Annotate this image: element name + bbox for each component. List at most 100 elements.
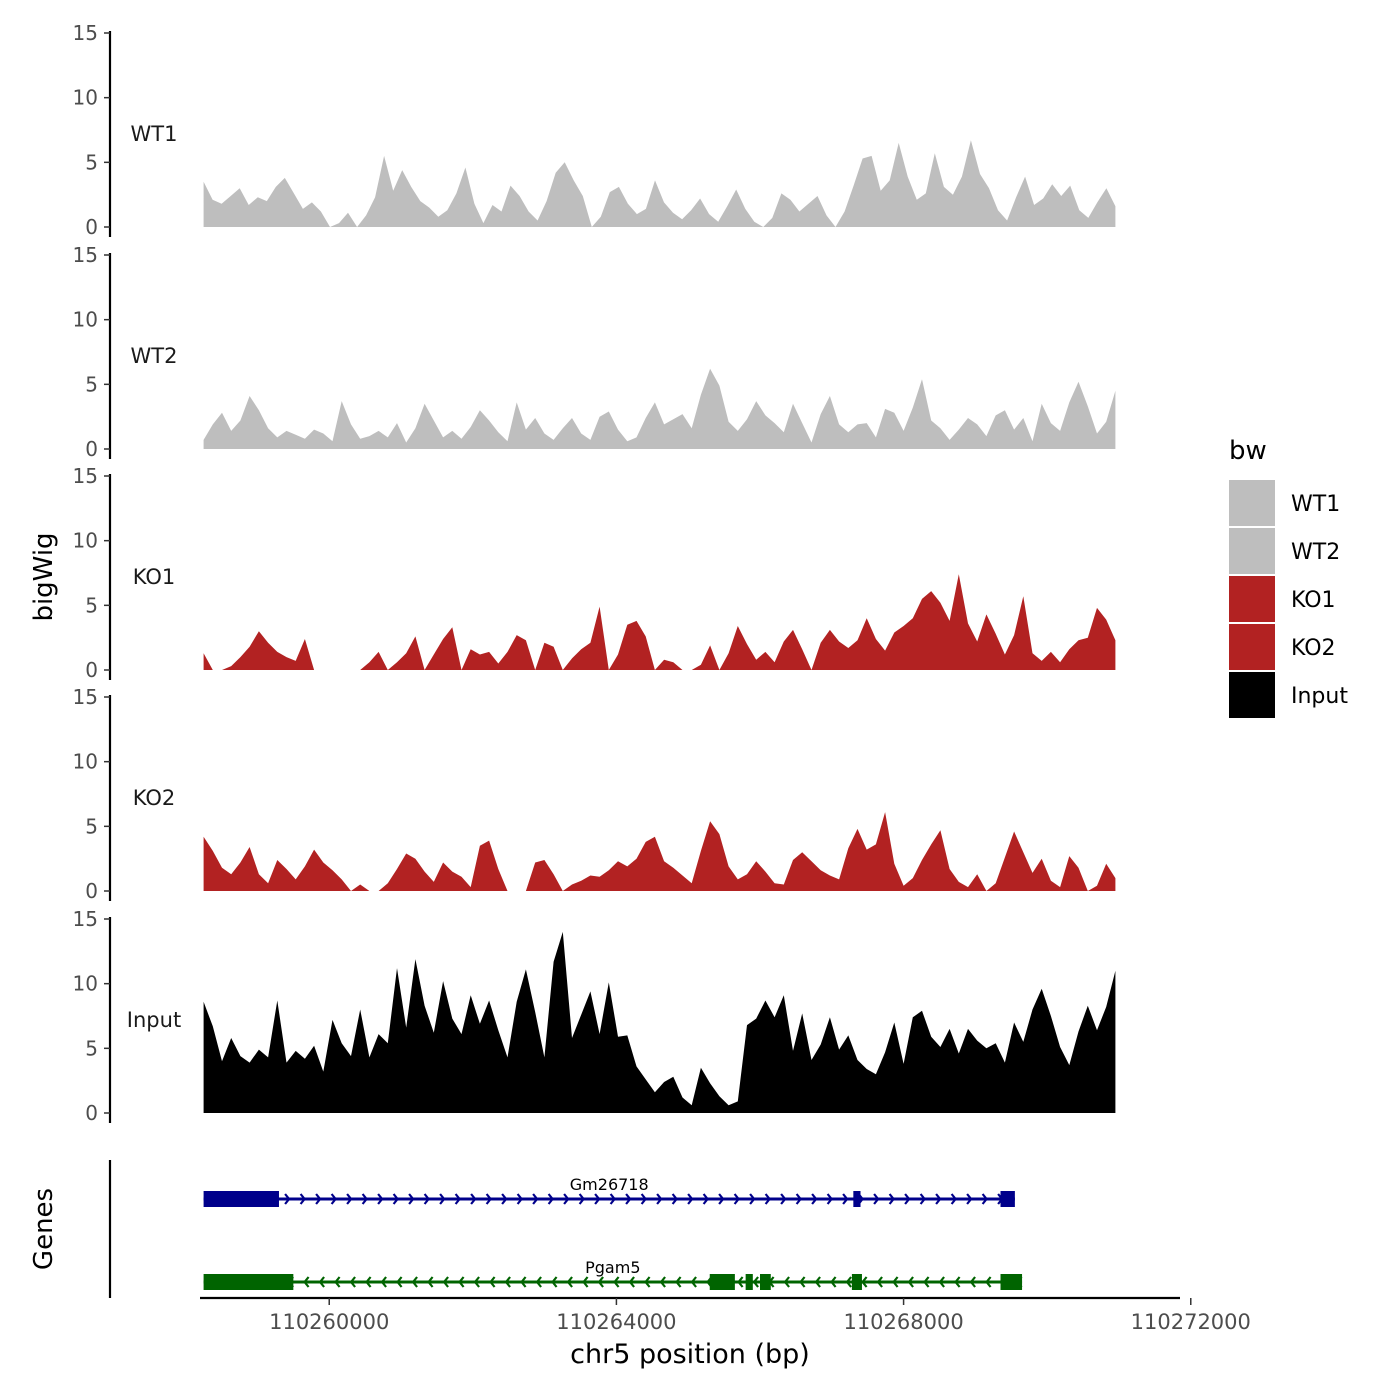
strand-arrow <box>659 1276 666 1288</box>
strand-arrow <box>892 1276 899 1288</box>
exon <box>760 1274 771 1290</box>
strand-arrow <box>718 1193 725 1205</box>
strand-arrow <box>439 1193 446 1205</box>
strand-arrow <box>830 1276 837 1288</box>
strand-arrow <box>764 1193 771 1205</box>
track-label: KO1 <box>133 565 176 589</box>
strand-arrow <box>904 1193 911 1205</box>
strand-arrow <box>981 1193 988 1205</box>
x-tick-label: 110268000 <box>843 1310 963 1334</box>
gene-label: Gm26718 <box>570 1175 649 1194</box>
strand-arrow <box>458 1276 465 1288</box>
y-tick-label: 15 <box>73 907 98 931</box>
y-tick-label: 5 <box>85 1036 98 1060</box>
exon <box>203 1274 294 1290</box>
strand-arrow <box>783 1276 790 1288</box>
legend-title: bw <box>1229 436 1267 466</box>
strand-arrow <box>303 1276 310 1288</box>
strand-arrow <box>454 1193 461 1205</box>
y-tick-label: 10 <box>73 86 98 110</box>
y-tick-label: 15 <box>73 21 98 45</box>
strand-arrow <box>950 1193 957 1205</box>
y-tick-label: 5 <box>85 593 98 617</box>
strand-arrow <box>842 1193 849 1205</box>
strand-arrow <box>315 1193 322 1205</box>
strand-arrow <box>535 1276 542 1288</box>
coverage-area <box>203 931 1116 1113</box>
strand-arrow <box>489 1276 496 1288</box>
coverage-area <box>203 574 1116 670</box>
strand-arrow <box>795 1193 802 1205</box>
strand-arrow <box>640 1193 647 1205</box>
y-tick-label: 0 <box>85 1101 98 1125</box>
track-wt1: 0 5 10 15 WT1 <box>73 21 1116 239</box>
exon <box>745 1274 753 1290</box>
exon <box>203 1191 279 1207</box>
strand-arrow <box>966 1193 973 1205</box>
genes-axis-title: Genes <box>29 1188 59 1270</box>
strand-arrow <box>408 1193 415 1205</box>
strand-arrow <box>566 1276 573 1288</box>
legend-label: WT2 <box>1291 540 1340 565</box>
y-tick-label: 15 <box>73 464 98 488</box>
exon <box>851 1274 862 1290</box>
strand-arrow <box>876 1276 883 1288</box>
strand-arrow <box>392 1193 399 1205</box>
track-label: KO2 <box>133 786 176 810</box>
strand-arrow <box>423 1193 430 1205</box>
legend-label: Input <box>1291 684 1348 709</box>
strand-arrow <box>861 1276 868 1288</box>
strand-arrow <box>780 1193 787 1205</box>
legend-swatch <box>1229 528 1275 574</box>
strand-arrow <box>919 1193 926 1205</box>
track-ko2: 0 5 10 15 KO2 <box>73 685 1116 903</box>
strand-arrow <box>675 1276 682 1288</box>
strand-arrow <box>609 1193 616 1205</box>
strand-arrow <box>888 1193 895 1205</box>
track-wt2: 0 5 10 15 WT2 <box>73 243 1116 461</box>
strand-arrow <box>907 1276 914 1288</box>
y-tick-label: 10 <box>73 529 98 553</box>
track-label: WT1 <box>131 122 178 146</box>
strand-arrow <box>380 1276 387 1288</box>
strand-arrow <box>365 1276 372 1288</box>
track-label: Input <box>127 1008 181 1032</box>
strand-arrow <box>473 1276 480 1288</box>
y-tick-label: 15 <box>73 243 98 267</box>
strand-arrow <box>597 1276 604 1288</box>
exon <box>709 1274 735 1290</box>
legend-label: KO2 <box>1291 636 1336 661</box>
legend-label: KO1 <box>1291 588 1336 613</box>
strand-arrow <box>330 1193 337 1205</box>
strand-arrow <box>811 1193 818 1205</box>
strand-arrow <box>671 1193 678 1205</box>
strand-arrow <box>873 1193 880 1205</box>
x-tick-label: 110272000 <box>1131 1310 1251 1334</box>
y-tick-label: 15 <box>73 685 98 709</box>
gene-label: Pgam5 <box>585 1258 640 1277</box>
y-tick-label: 5 <box>85 150 98 174</box>
track-ko1: 0 5 10 15 KO1 <box>73 464 1116 682</box>
strand-arrow <box>814 1276 821 1288</box>
strand-arrow <box>520 1276 527 1288</box>
strand-arrow <box>985 1276 992 1288</box>
strand-arrow <box>501 1193 508 1205</box>
y-tick-label: 5 <box>85 372 98 396</box>
strand-arrow <box>969 1276 976 1288</box>
strand-arrow <box>485 1193 492 1205</box>
strand-arrow <box>737 1276 744 1288</box>
strand-arrow <box>442 1276 449 1288</box>
y-tick-label: 10 <box>73 972 98 996</box>
legend-swatch <box>1229 480 1275 526</box>
y-tick-label: 0 <box>85 879 98 903</box>
x-axis-title: chr5 position (bp) <box>570 1339 810 1370</box>
strand-arrow <box>470 1193 477 1205</box>
strand-arrow <box>582 1276 589 1288</box>
legend-swatch <box>1229 624 1275 670</box>
strand-arrow <box>396 1276 403 1288</box>
coverage-area <box>203 140 1116 227</box>
x-tick-label: 110264000 <box>556 1310 676 1334</box>
strand-arrow <box>563 1193 570 1205</box>
strand-arrow <box>690 1276 697 1288</box>
track-input: 0 5 10 15 Input <box>73 907 1116 1125</box>
